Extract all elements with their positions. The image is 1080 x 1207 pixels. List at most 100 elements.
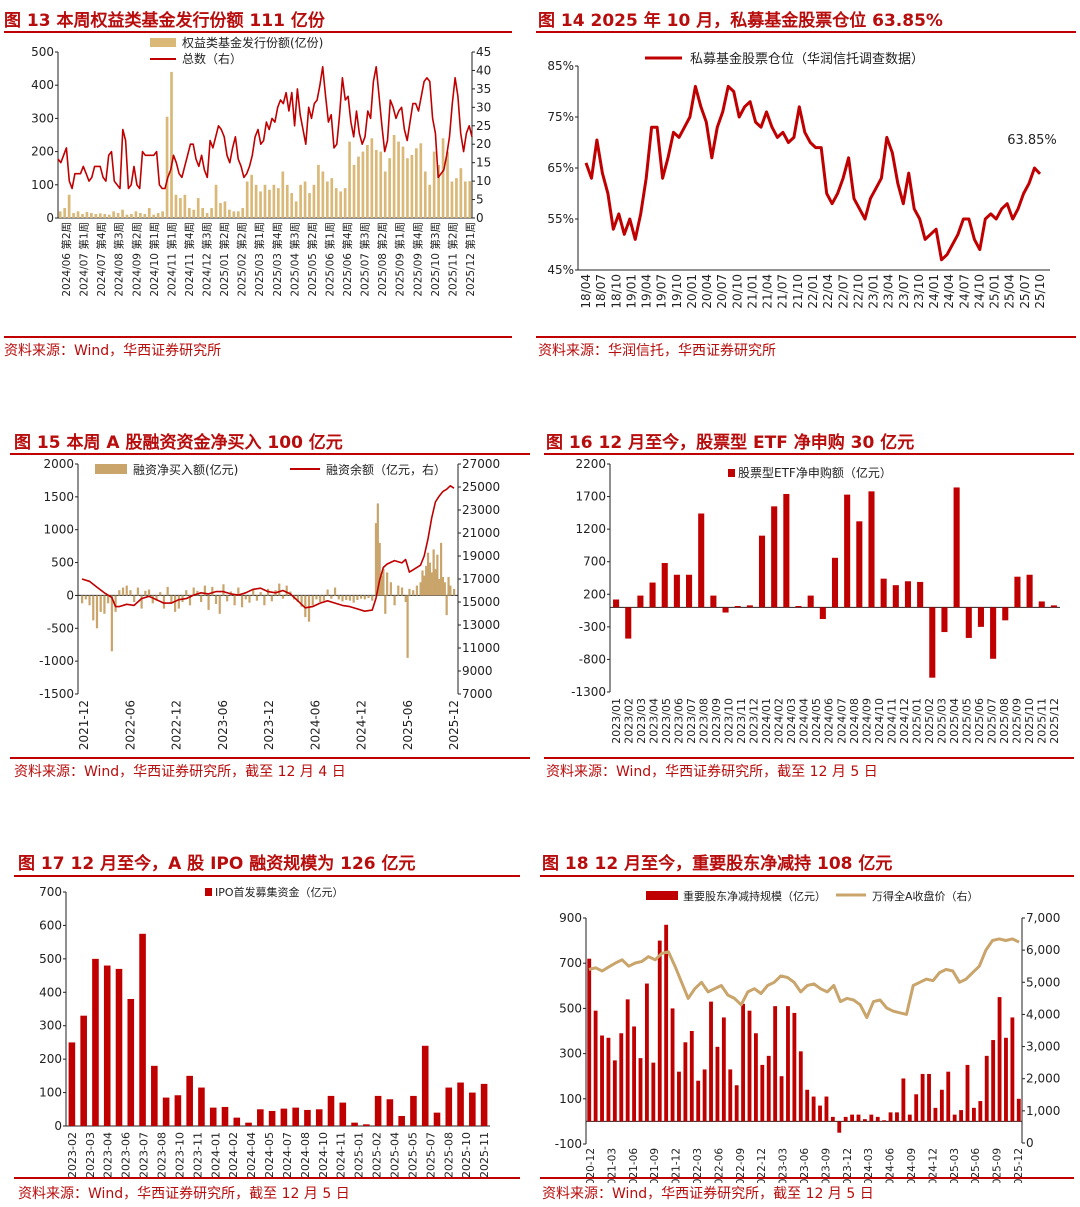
- c13-bar: [170, 71, 173, 218]
- c18-bar: [920, 1073, 925, 1122]
- chart-source-14: 资料来源：华润信托，华西证券研究所: [538, 343, 776, 359]
- c18-bar: [1010, 1017, 1015, 1122]
- c13-bar: [223, 201, 227, 218]
- c16-bar: [880, 578, 887, 608]
- c14-y-tick-label: 65%: [547, 161, 574, 175]
- c13-bar: [121, 209, 124, 218]
- c16-y-tick-label: 2200: [575, 457, 606, 471]
- c15-right-tick-label: 7000: [462, 687, 493, 701]
- c13-x-label: 2024/07 第1周: [78, 222, 91, 297]
- c14-x-label: 21/01: [745, 274, 759, 309]
- c13-bar: [459, 168, 463, 218]
- c14-y-tick-label: 75%: [547, 110, 574, 124]
- c16-bar: [734, 606, 741, 608]
- c13-bar: [343, 188, 347, 218]
- c17-x-label: 2024-08: [299, 1132, 312, 1178]
- c15-bar: [244, 595, 247, 600]
- c16-x-label: 2023/02: [623, 698, 636, 744]
- c14-x-label: 20/10: [730, 274, 744, 309]
- c17-bar: [268, 1110, 276, 1126]
- c13-bar: [245, 181, 249, 218]
- c17-bar: [457, 1082, 464, 1126]
- c18-bar: [619, 1033, 624, 1122]
- c13-left-tick-label: 0: [46, 211, 54, 225]
- c14-x-label: 18/10: [609, 274, 623, 309]
- c14-x-label: 24/01: [927, 274, 941, 309]
- c18-bar: [638, 1058, 643, 1122]
- c16-x-label: 2024/12: [898, 698, 911, 744]
- c17-x-label: 2024-05: [263, 1132, 276, 1178]
- c13-bar: [361, 151, 365, 218]
- c17-bar: [445, 1087, 453, 1126]
- c18-bar: [830, 1116, 835, 1122]
- c15-bar: [360, 595, 363, 599]
- c17-x-label: 2023-07: [138, 1132, 151, 1178]
- c16-bar: [722, 607, 729, 613]
- c18-bar: [606, 1037, 611, 1122]
- c17-bar: [410, 1095, 417, 1126]
- c15-right-tick-label: 17000: [462, 572, 500, 586]
- c17-bar: [151, 1065, 158, 1126]
- c15-bar: [174, 595, 177, 612]
- c13-bar: [263, 184, 267, 218]
- c15-bar: [177, 595, 180, 609]
- c13-bar: [285, 184, 289, 218]
- c17-legend-swatch: [205, 888, 212, 896]
- c15-bar: [278, 583, 281, 596]
- c14-x-label: 24/04: [942, 274, 956, 309]
- c15-bar: [400, 587, 404, 596]
- c18-bar: [587, 958, 592, 1122]
- c13-bar: [63, 208, 67, 218]
- c15-bar: [330, 595, 333, 599]
- c15-bar: [240, 595, 244, 608]
- c16-bar: [929, 607, 936, 678]
- c18-bar: [702, 1069, 707, 1122]
- chart-panel-18: 图 18 12 月至今，重要股东净减持 108 亿元 -100 100 300 500…: [536, 843, 1080, 1207]
- c18-right-tick-label: 7,000: [1026, 911, 1060, 925]
- c14-x-label: 23/01: [867, 274, 881, 309]
- c18-bar: [1016, 1098, 1021, 1122]
- c16-bar: [1014, 576, 1021, 608]
- c16-x-label: 2024/05: [810, 698, 823, 744]
- c14-annotation: 63.85%: [1007, 133, 1057, 148]
- c13-bar: [72, 213, 75, 218]
- c17-bar: [339, 1102, 347, 1126]
- c15-bar: [436, 554, 439, 596]
- c13-bar: [103, 214, 107, 218]
- c18-bar: [927, 1073, 931, 1122]
- c18-x-label: 2025-09: [992, 1148, 1004, 1183]
- c17-bar: [363, 1124, 370, 1126]
- c15-bar: [447, 577, 450, 596]
- c18-bar: [747, 1010, 752, 1122]
- c15-bar: [166, 586, 169, 596]
- c17-bar: [469, 1092, 476, 1126]
- c18-bar: [1004, 1037, 1008, 1122]
- c15-bar: [326, 589, 329, 596]
- c15-bar: [397, 585, 400, 596]
- c15-left-tick-label: -1000: [39, 654, 74, 668]
- c15-bar: [453, 588, 456, 596]
- c13-right-tick-label: 45: [476, 45, 491, 59]
- c18-bar: [798, 1051, 803, 1122]
- c17-x-label: 2024-10: [317, 1132, 330, 1178]
- c13-x-label: 2025/12 第1周: [464, 222, 477, 297]
- c17-x-label: 2025-10: [460, 1132, 473, 1178]
- c13-right-tick-label: 25: [476, 119, 491, 133]
- c16-x-label: 2025/03: [935, 698, 948, 744]
- c15-bar: [129, 590, 132, 596]
- c14-x-label: 22/10: [851, 274, 865, 309]
- c16-bar: [844, 494, 851, 608]
- c15-left-tick-label: -500: [47, 621, 74, 635]
- c18-x-label: 2025-06: [970, 1148, 982, 1183]
- c18-bar: [856, 1114, 861, 1122]
- c18-x-label: 2024-03: [863, 1148, 875, 1183]
- c16-bar: [1026, 574, 1033, 608]
- c16-y-tick-label: 1700: [575, 490, 606, 504]
- c18-bar: [862, 1119, 867, 1122]
- chart-panel-17: 图 17 12 月至今，A 股 IPO 融资规模为 126 亿元 0 100 200…: [0, 843, 530, 1207]
- c18-right-tick-label: 2,000: [1026, 1072, 1060, 1086]
- title-rule-15: [10, 453, 530, 455]
- c15-bar: [188, 595, 192, 606]
- c17-bar: [103, 965, 111, 1126]
- c13-bar: [58, 211, 62, 218]
